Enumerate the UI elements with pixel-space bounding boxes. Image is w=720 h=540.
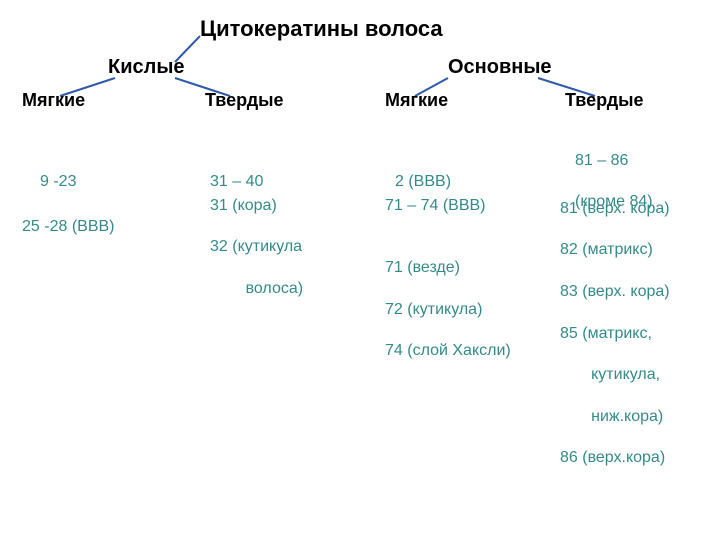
category-acidic: Кислые	[108, 56, 185, 79]
text: 74 (слой Хаксли)	[385, 341, 511, 362]
text: 31 (кора)	[210, 196, 303, 217]
data-b-hard-details: 81 (верх. кора) 82 (матрикс) 83 (верх. к…	[560, 178, 670, 511]
text: 71 (везде)	[385, 258, 511, 279]
subcat-hard-right: Твердые	[565, 90, 644, 111]
text: 82 (матрикс)	[560, 240, 670, 261]
text: 71 – 74 (ВВВ)	[385, 196, 511, 217]
text: 72 (кутикула)	[385, 300, 511, 321]
diagram-title: Цитокератины волоса	[200, 16, 443, 42]
text: 25 -28 (ВВВ)	[22, 217, 114, 238]
subcat-soft-right: Мягкие	[385, 90, 448, 111]
data-a-soft-range2: 25 -28 (ВВВ)	[22, 175, 114, 279]
text: 85 (матрикс,	[560, 324, 670, 345]
data-b-soft-details: 71 – 74 (ВВВ) 71 (везде) 72 (кутикула) 7…	[385, 175, 511, 404]
subcat-soft-left: Мягкие	[22, 90, 85, 111]
text: 83 (верх. кора)	[560, 282, 670, 303]
data-a-hard-details: 31 (кора) 32 (кутикула волоса)	[210, 175, 303, 341]
text: 86 (верх.кора)	[560, 448, 670, 469]
subcat-hard-left: Твердые	[205, 90, 284, 111]
diagram-canvas: Цитокератины волоса Кислые Основные Мягк…	[0, 0, 720, 540]
text: кутикула,	[560, 365, 670, 386]
text: ниж.кора)	[560, 407, 670, 428]
category-basic: Основные	[448, 56, 552, 79]
text: волоса)	[210, 279, 303, 300]
text: 81 (верх. кора)	[560, 199, 670, 220]
text: 81 – 86	[575, 151, 653, 172]
text: 32 (кутикула	[210, 237, 303, 258]
